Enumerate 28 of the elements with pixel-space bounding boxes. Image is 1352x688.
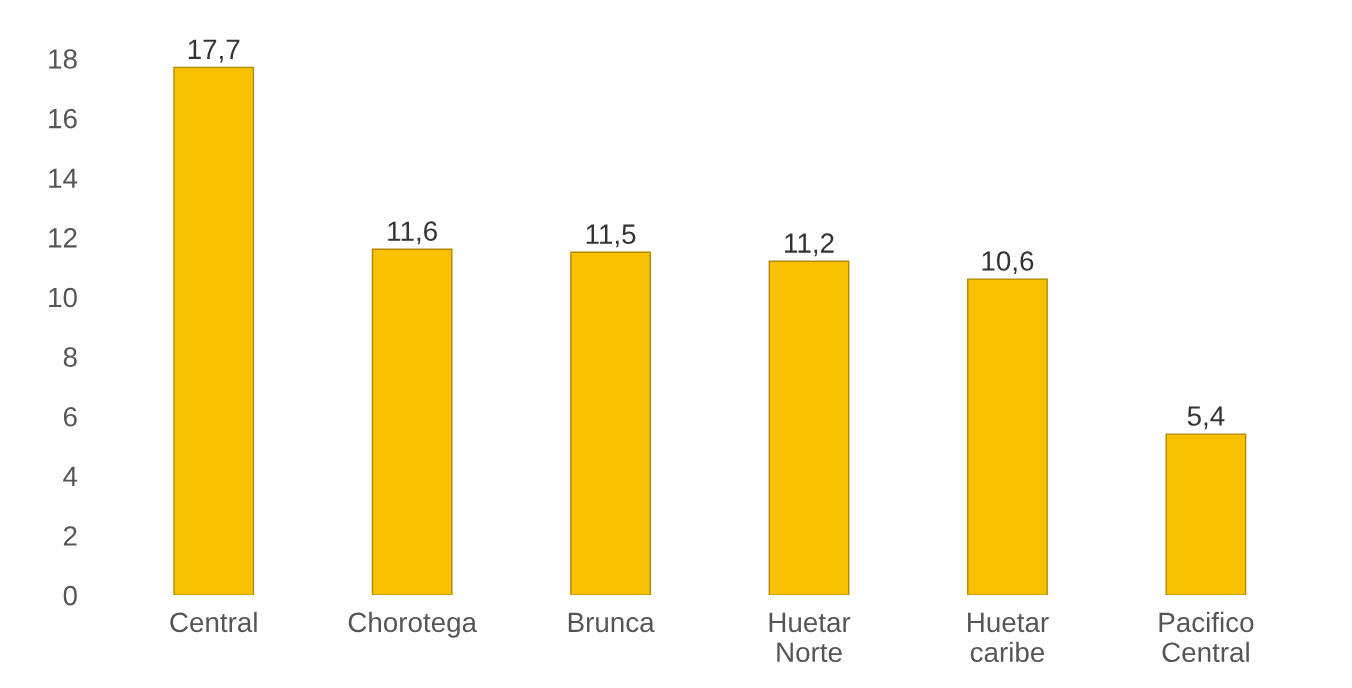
data-label: 11,6 [388, 221, 437, 245]
y-tick-label: 0 [63, 585, 77, 606]
y-tick-label: 2 [63, 526, 77, 546]
y-tick-label: 16 [49, 108, 77, 129]
x-tick-label: Central [170, 611, 257, 633]
x-tick-label: Huetar caribe [968, 612, 1049, 663]
bar [570, 251, 651, 596]
bar [1165, 433, 1247, 596]
y-tick-label: 6 [63, 406, 77, 427]
x-tick-label: Pacifico Central [1159, 611, 1254, 663]
bar [967, 278, 1048, 596]
y-tick-label: 10 [49, 287, 77, 308]
y-tick-label: 18 [49, 49, 77, 69]
data-label: 11,5 [586, 224, 636, 248]
y-tick-label: 8 [63, 347, 77, 367]
data-label: 5,4 [1187, 406, 1225, 430]
data-label: 11,2 [785, 233, 834, 257]
bar [173, 66, 255, 596]
bar [768, 260, 850, 596]
y-tick-label: 14 [49, 168, 78, 188]
data-label: 17,7 [188, 39, 240, 63]
data-label: 10,6 [982, 251, 1034, 275]
x-tick-label: Huetar Norte [769, 612, 851, 663]
x-tick-label: Brunca [568, 612, 655, 633]
bar [371, 248, 453, 596]
x-tick-label: Chorotega [348, 611, 478, 638]
y-tick-label: 12 [49, 228, 77, 248]
y-tick-label: 4 [63, 466, 78, 486]
